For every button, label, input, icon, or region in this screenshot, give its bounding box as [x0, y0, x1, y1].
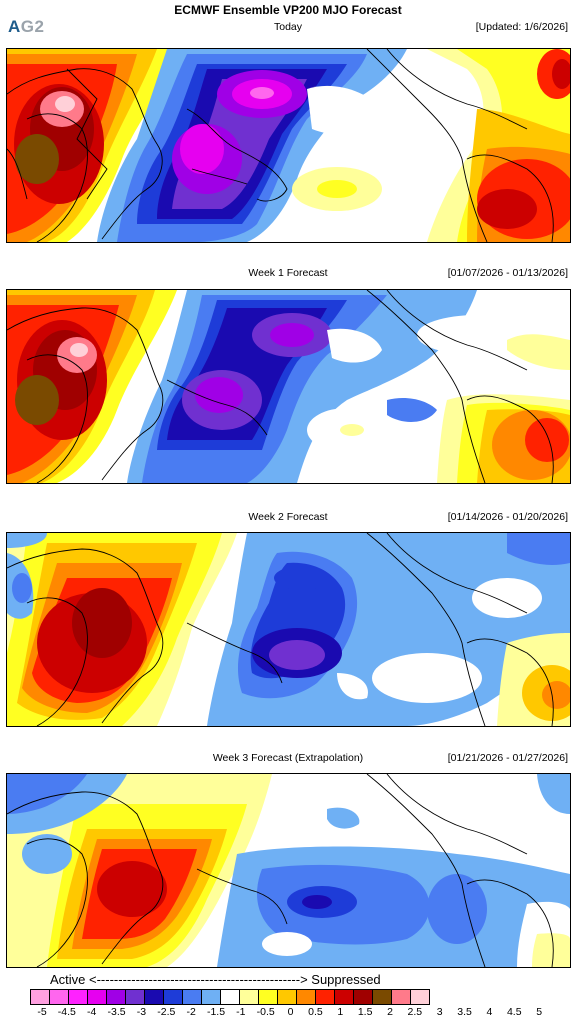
scale-tick-label: -2 — [186, 1006, 196, 1018]
scale-swatch — [278, 990, 297, 1004]
anomaly-map-today — [7, 49, 570, 242]
panel-3-date: [01/14/2026 - 01/20/2026] — [447, 511, 568, 523]
anomaly-map-week3 — [7, 774, 570, 967]
map-panel-today — [6, 48, 571, 243]
scale-tick-label: -1.5 — [206, 1006, 226, 1018]
scale-swatch — [316, 990, 335, 1004]
scale-swatch — [50, 990, 69, 1004]
scale-tick-label: 1 — [337, 1006, 344, 1018]
scale-swatch — [164, 990, 183, 1004]
anomaly-map-week1 — [7, 290, 570, 483]
scale-tick-label: -4.5 — [57, 1006, 76, 1018]
panel-3-label: Week 2 Forecast — [248, 511, 328, 523]
map-panel-week2 — [6, 532, 571, 727]
scale-swatch — [126, 990, 145, 1004]
panel-4-date: [01/21/2026 - 01/27/2026] — [447, 752, 568, 764]
scale-tick-label: -5 — [37, 1006, 47, 1018]
panel-1-date: [Updated: 1/6/2026] — [475, 21, 568, 33]
scale-tick-label: -3 — [136, 1006, 147, 1018]
panel-4-label: Week 3 Forecast (Extrapolation) — [212, 752, 364, 764]
scale-tick-label: 3 — [436, 1006, 443, 1018]
scale-arrow-label: Active <--------------------------------… — [50, 972, 381, 987]
scale-swatch — [240, 990, 259, 1004]
scale-tick-label: 1.5 — [357, 1006, 373, 1018]
scale-tick-label: 4.5 — [506, 1006, 522, 1018]
scale-swatch — [107, 990, 126, 1004]
scale-tick-label: 2.5 — [407, 1006, 423, 1018]
scale-swatch — [88, 990, 107, 1004]
map-panel-week1 — [6, 289, 571, 484]
scale-tick-label: 0 — [287, 1006, 294, 1018]
scale-tick-label: -0.5 — [256, 1006, 275, 1018]
scale-swatch — [411, 990, 429, 1004]
scale-swatch — [221, 990, 240, 1004]
scale-swatch — [392, 990, 411, 1004]
map-panel-week3 — [6, 773, 571, 968]
scale-swatch — [183, 990, 202, 1004]
scale-tick-label: -3.5 — [107, 1006, 126, 1018]
scale-tick-label: 0.5 — [308, 1006, 323, 1018]
color-scale-bar — [30, 989, 430, 1005]
scale-swatch — [69, 990, 88, 1004]
scale-swatch — [297, 990, 316, 1004]
scale-swatch — [354, 990, 373, 1004]
scale-swatch — [373, 990, 392, 1004]
scale-swatch — [335, 990, 354, 1004]
scale-swatch — [259, 990, 278, 1004]
scale-swatch — [202, 990, 221, 1004]
panel-2-label: Week 1 Forecast — [248, 267, 328, 279]
ag2-logo: AG2 — [8, 17, 45, 36]
scale-tick-label: -2.5 — [157, 1006, 176, 1018]
panel-2-date: [01/07/2026 - 01/13/2026] — [447, 267, 568, 279]
page-title: ECMWF Ensemble VP200 MJO Forecast — [174, 3, 402, 17]
scale-tick-label: 3.5 — [457, 1006, 472, 1018]
scale-swatch — [145, 990, 164, 1004]
scale-tick-label: 4 — [486, 1006, 493, 1018]
scale-tick-label: 2 — [387, 1006, 393, 1018]
scale-tick-label: 5 — [536, 1006, 543, 1018]
scale-tick-label: -1 — [236, 1006, 246, 1018]
scale-tick-label: -4 — [87, 1006, 97, 1018]
scale-swatch — [31, 990, 50, 1004]
anomaly-map-week2 — [7, 533, 570, 726]
panel-1-label: Today — [273, 21, 303, 33]
